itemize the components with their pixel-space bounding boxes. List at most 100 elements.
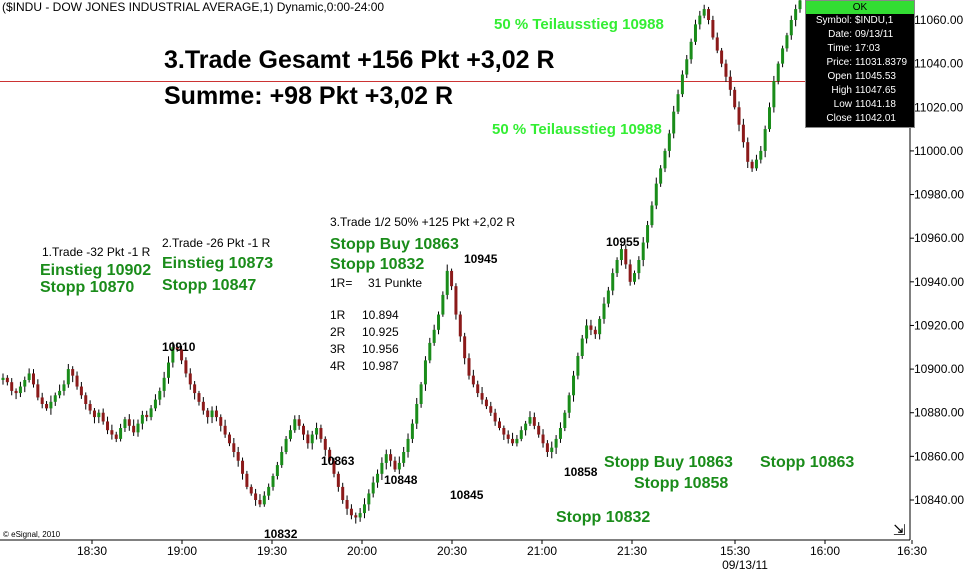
candle-body — [354, 515, 358, 518]
candle-body — [572, 375, 576, 396]
candle-body — [685, 59, 689, 75]
candle-body — [254, 493, 258, 500]
info-value: 11045.53 — [855, 71, 896, 82]
candle-body — [606, 290, 610, 304]
y-tick-label: 11020.00 — [914, 100, 963, 114]
candle-body — [336, 473, 340, 487]
info-row: Open 11045.53 — [806, 70, 914, 84]
candle-body — [371, 482, 375, 494]
candle-body — [158, 390, 162, 400]
candle-body — [646, 225, 650, 243]
candle-body — [402, 452, 406, 463]
x-date-label: 09/13/11 — [722, 558, 768, 572]
candle-body — [175, 347, 179, 350]
x-tick-label: 20:30 — [437, 544, 467, 558]
candle-body — [197, 393, 201, 402]
trade3-stop-buy: Stopp Buy 10863 — [330, 236, 459, 253]
candle-body — [127, 419, 131, 426]
expand-arrow-icon[interactable]: ⇲ — [893, 522, 906, 539]
candle-body — [698, 15, 702, 25]
info-key: Price: — [826, 57, 852, 68]
candle-body — [576, 356, 580, 376]
candle-body — [650, 205, 654, 226]
trade2-entry: Einstieg 10873 — [162, 255, 274, 272]
candle-body — [362, 504, 366, 514]
candle-body — [97, 412, 101, 418]
partial-exit-label: 50 % Teilausstieg 10988 — [492, 121, 662, 138]
candle-body — [776, 63, 780, 82]
candle-body — [598, 318, 602, 335]
risk-unit: 1R= 31 Punkte — [330, 275, 422, 292]
candle-body — [524, 423, 528, 431]
candle-body — [153, 399, 157, 409]
r-value: 10.894 — [362, 308, 399, 322]
candle-body — [467, 358, 471, 376]
info-key: Low — [833, 99, 852, 110]
candle-body — [437, 314, 441, 330]
candle-body — [376, 473, 380, 483]
info-row: Close 11042.01 — [806, 112, 914, 126]
candle-body — [615, 260, 619, 274]
candle-body — [502, 428, 506, 435]
candle-body — [53, 395, 57, 402]
candle-body — [27, 373, 31, 380]
candle-body — [611, 273, 615, 291]
ok-button[interactable]: OK — [806, 1, 914, 14]
candle-body — [558, 428, 562, 439]
candle-body — [445, 270, 449, 295]
candle-body — [10, 382, 14, 391]
candle-body — [162, 377, 166, 391]
candle-body — [406, 438, 410, 452]
candle-body — [380, 462, 384, 474]
candle-body — [641, 242, 645, 260]
candle-body — [262, 495, 266, 505]
r-label: 4R — [330, 359, 346, 373]
candle-body — [659, 168, 663, 184]
candle-body — [471, 375, 475, 385]
candle-body — [315, 428, 319, 435]
candle-body — [66, 369, 70, 385]
info-row: Low 11041.18 — [806, 98, 914, 112]
stop-10832-label: Stopp 10832 — [556, 509, 651, 526]
esignal-copyright: © eSignal, 2010 — [3, 530, 61, 539]
partial-exit-label-top: 50 % Teilausstieg 10988 — [494, 16, 664, 33]
candle-body — [297, 419, 301, 426]
y-tick-label: 10960.00 — [914, 231, 964, 245]
price-label-10845: 10845 — [450, 488, 484, 502]
candle-body — [476, 384, 480, 394]
info-value: 11047.65 — [855, 85, 896, 96]
price-label-10945: 10945 — [464, 252, 498, 266]
info-key: High — [831, 85, 852, 96]
candle-body — [284, 438, 288, 452]
candle-body — [741, 124, 745, 143]
candle-body — [5, 377, 9, 383]
candle-body — [633, 273, 637, 282]
info-row: Date: 09/13/11 — [806, 28, 914, 42]
candle-body — [654, 183, 658, 206]
candle-body — [349, 508, 353, 516]
candle-body — [123, 419, 127, 428]
candle-body — [180, 349, 184, 361]
candle-body — [236, 452, 240, 461]
candle-body — [585, 325, 589, 339]
candle-body — [132, 425, 136, 433]
candle-body — [515, 438, 519, 444]
candle-body — [45, 404, 49, 409]
trade2-stop: Stopp 10847 — [162, 277, 257, 294]
candle-body — [768, 107, 772, 130]
candle-body — [393, 460, 397, 470]
info-row: Time: 17:03 — [806, 42, 914, 56]
info-key: Time: — [827, 43, 852, 54]
candle-body — [49, 401, 53, 409]
candle-body — [497, 421, 501, 428]
candle-body — [410, 423, 414, 439]
candle-body — [310, 434, 314, 444]
candle-body — [423, 360, 427, 385]
risk-unit-label: 1R= — [330, 276, 353, 290]
candle-body — [267, 486, 271, 496]
candle-body — [415, 404, 419, 424]
candle-body — [580, 338, 584, 356]
candle-body — [36, 384, 40, 398]
candle-body — [367, 493, 371, 505]
chart-title: ($INDU - DOW JONES INDUSTRIAL AVERAGE,1)… — [2, 0, 385, 14]
